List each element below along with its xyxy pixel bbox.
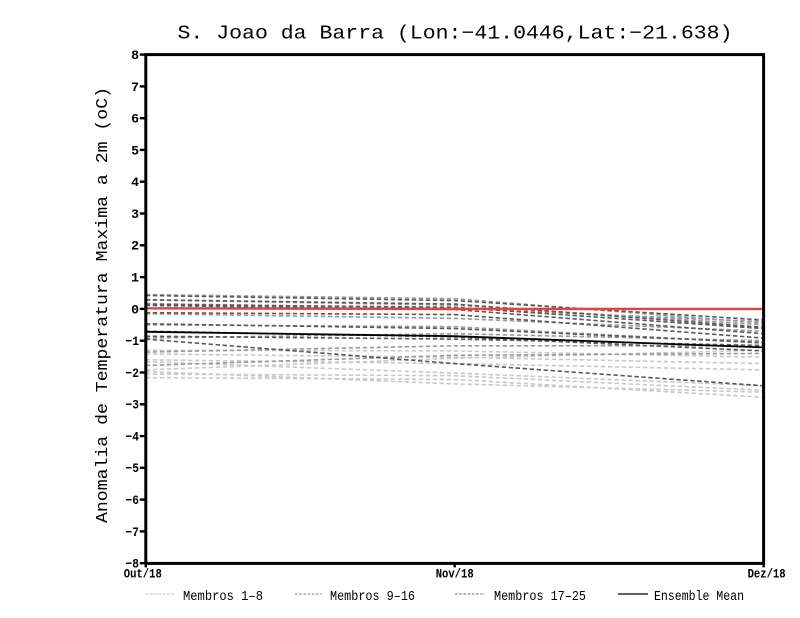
svg-text:−6: −6	[126, 493, 140, 508]
svg-text:Ensemble Mean: Ensemble Mean	[654, 590, 744, 605]
svg-text:5: 5	[131, 143, 139, 158]
svg-text:Nov/18: Nov/18	[436, 568, 474, 582]
svg-text:0: 0	[131, 302, 139, 317]
svg-text:Membros 17–25: Membros 17–25	[494, 590, 586, 605]
svg-text:2: 2	[131, 239, 139, 254]
svg-text:4: 4	[131, 175, 139, 190]
svg-text:8: 8	[131, 48, 139, 63]
svg-text:Out/18: Out/18	[124, 568, 162, 582]
svg-text:−3: −3	[126, 398, 140, 413]
svg-text:6: 6	[131, 112, 139, 127]
svg-text:−8: −8	[126, 557, 140, 572]
svg-text:−1: −1	[126, 334, 140, 349]
svg-text:−7: −7	[126, 525, 140, 540]
svg-text:−2: −2	[126, 366, 140, 381]
svg-text:3: 3	[131, 207, 139, 222]
svg-text:−4: −4	[126, 430, 140, 445]
svg-text:Anomalia de Temperatura Maxima: Anomalia de Temperatura Maxima a 2m (oC)	[94, 87, 113, 523]
svg-text:1: 1	[131, 271, 139, 286]
svg-text:Membros 1–8: Membros 1–8	[183, 590, 263, 605]
svg-text:Dez/18: Dez/18	[748, 568, 786, 582]
svg-text:Membros 9–16: Membros 9–16	[330, 590, 415, 605]
svg-text:7: 7	[131, 80, 139, 95]
svg-text:−5: −5	[126, 461, 140, 476]
svg-text:S. Joao da Barra (Lon:−41.0446: S. Joao da Barra (Lon:−41.0446,Lat:−21.6…	[178, 23, 733, 45]
